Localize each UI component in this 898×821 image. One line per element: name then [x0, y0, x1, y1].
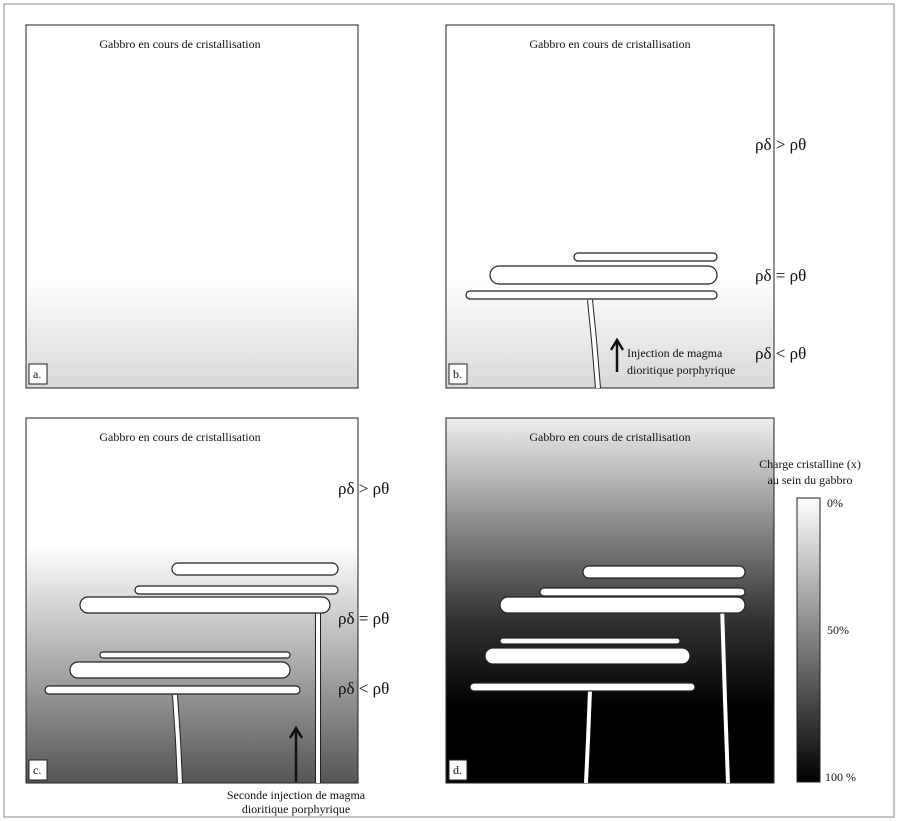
legend-title: Charge cristalline (x)	[759, 457, 861, 471]
panel-b	[446, 25, 774, 388]
density-label: ρδ = ρθ	[338, 609, 389, 628]
panel-label: c.	[33, 763, 41, 777]
panel-title: Gabbro en cours de cristallisation	[99, 37, 260, 51]
legend-bar	[797, 498, 820, 782]
density-label: ρδ < ρθ	[755, 344, 806, 363]
panel-label: a.	[33, 367, 41, 381]
panel-title: Gabbro en cours de cristallisation	[529, 37, 690, 51]
figure: Gabbro en cours de cristallisation a. Ga…	[0, 0, 898, 821]
legend-tick: 0%	[827, 496, 843, 510]
annotation: dioritique porphyrique	[242, 802, 350, 816]
panel-title: Gabbro en cours de cristallisation	[529, 430, 690, 444]
annotation: Injection de magma	[627, 346, 723, 360]
annotation: dioritique porphyrique	[627, 363, 735, 377]
density-label: ρδ = ρθ	[755, 266, 806, 285]
panel-title: Gabbro en cours de cristallisation	[99, 430, 260, 444]
legend-tick: 100 %	[825, 770, 856, 784]
panel-label: d.	[453, 763, 462, 777]
density-label: ρδ < ρθ	[338, 679, 389, 698]
legend-title: au sein du gabbro	[768, 473, 853, 487]
panel-a	[26, 25, 358, 388]
annotation: Seconde injection de magma	[227, 788, 366, 802]
legend-tick: 50%	[827, 623, 849, 637]
density-label: ρδ > ρθ	[338, 479, 389, 498]
density-label: ρδ > ρθ	[755, 135, 806, 154]
panel-label: b.	[453, 367, 462, 381]
